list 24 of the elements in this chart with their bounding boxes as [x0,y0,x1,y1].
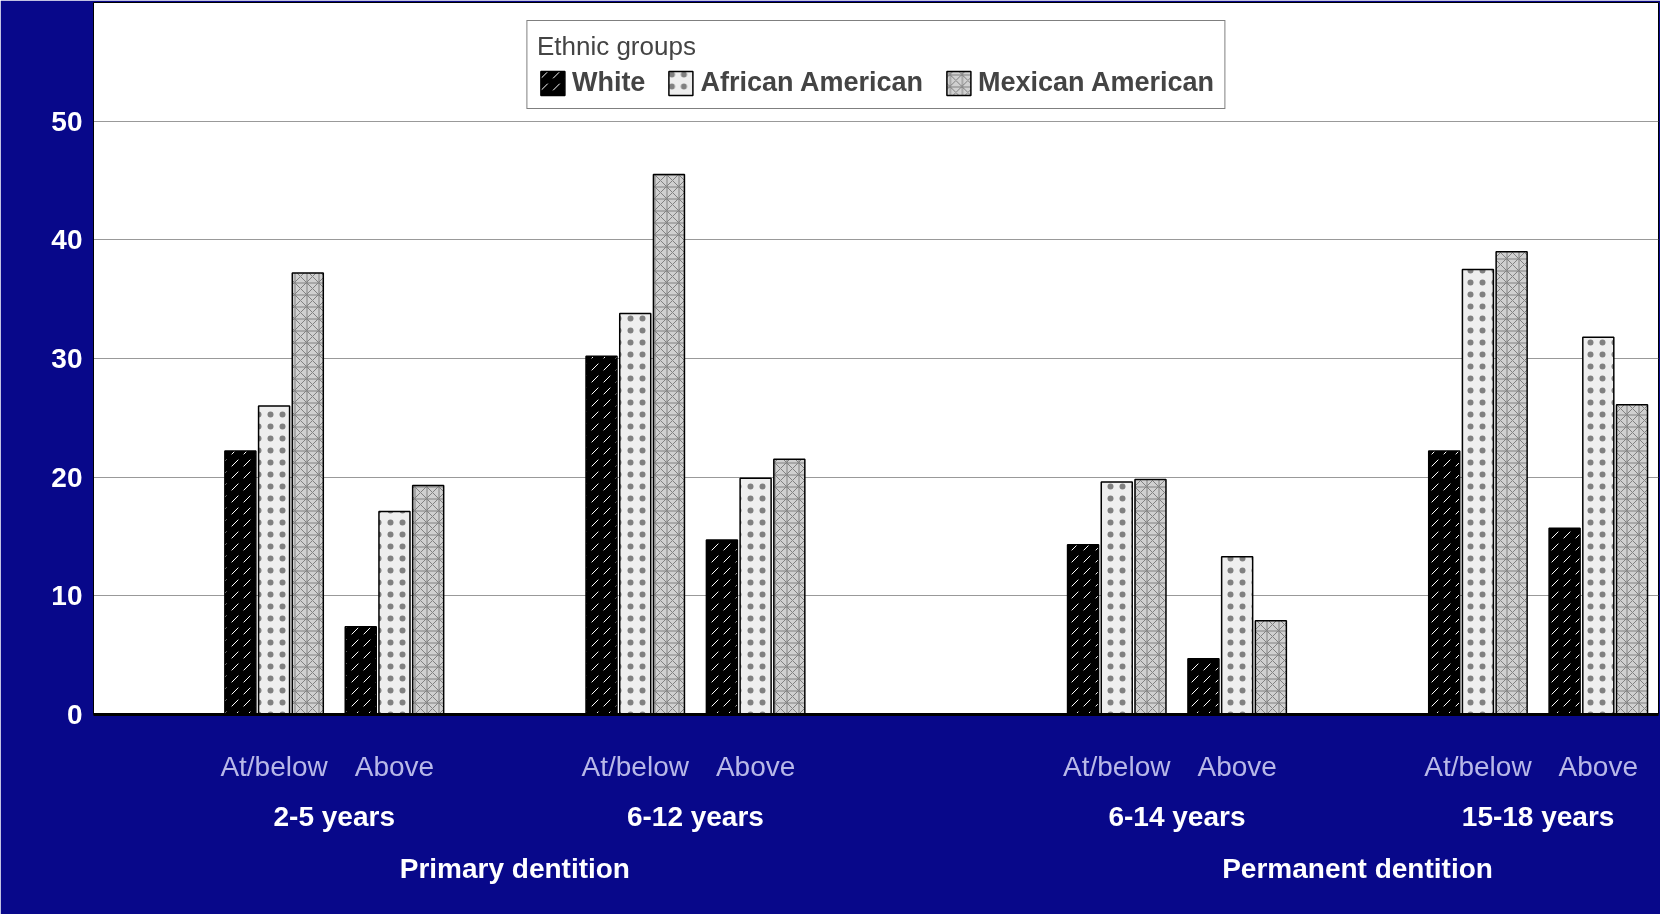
legend-title: Ethnic groups [536,31,697,62]
x-tick-label: At/below [1063,750,1172,782]
x-tick-label: Above [1197,750,1277,782]
x-tick-label: Above [715,750,796,782]
legend-label: Mexican American [977,67,1215,98]
y-tick-label: 30 [51,343,83,374]
y-tick-label: 40 [51,224,83,256]
legend-label: African American [700,67,923,98]
text: Permanent dentition [1222,852,1493,884]
text: Primary dentition [399,852,630,884]
x-tick-label: Above [1558,750,1639,782]
text: 6-14 years [1108,800,1246,832]
text: 15-18 years [1461,800,1615,832]
legend-label: White [571,67,646,98]
text: 6-12 years [626,800,764,832]
x-tick-label: At/below [1424,750,1533,782]
x-tick-label: At/below [581,750,690,782]
y-tick-label: 50 [51,105,83,137]
y-tick-label: 0 [66,699,83,730]
text: 2-5 years [273,800,395,832]
x-tick-label: Above [354,750,435,782]
y-tick-label: 10 [51,580,83,612]
y-tick-label: 20 [51,461,83,493]
x-tick-label: At/below [220,750,329,782]
